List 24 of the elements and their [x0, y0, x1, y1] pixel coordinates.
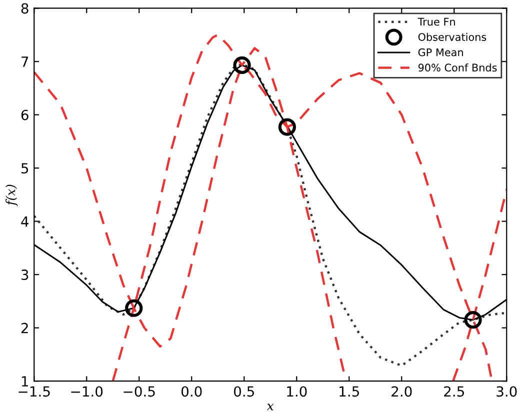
x-tick-label: −1.0 — [71, 386, 103, 397]
legend-label: Observations — [418, 32, 486, 41]
x-tick-label: 2.0 — [392, 386, 412, 397]
y-tick-label: 1 — [22, 376, 28, 386]
x-axis-title: x — [266, 404, 274, 410]
y-tick-label: 6 — [21, 110, 28, 120]
y-tick-label: 2 — [21, 322, 28, 334]
x-tick-label: 2.5 — [444, 386, 464, 397]
x-tick-label: 0.5 — [234, 386, 254, 397]
x-tick-label: 1.0 — [287, 386, 307, 397]
legend-label: 90% Conf Bnds — [418, 63, 497, 72]
x-tick-label: 3.0 — [496, 386, 517, 397]
legend-label: True Fn — [418, 18, 455, 26]
y-tick-label: 4 — [21, 216, 28, 227]
legend-label: GP Mean — [418, 48, 463, 56]
x-tick-label: 1.5 — [340, 386, 359, 397]
x-tick-label: −1.5 — [18, 386, 50, 397]
x-tick-label: −0.5 — [124, 386, 155, 397]
y-tick-label: 5 — [22, 163, 28, 174]
y-axis-title: f(x) — [6, 184, 18, 206]
y-tick-label: 7 — [22, 56, 28, 67]
y-tick-label: 3 — [21, 270, 28, 280]
y-tick-label: 8 — [21, 3, 28, 14]
x-tick-label: 0.0 — [181, 386, 202, 397]
